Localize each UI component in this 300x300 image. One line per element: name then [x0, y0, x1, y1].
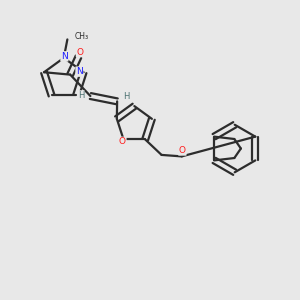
Text: O: O [76, 47, 83, 56]
Text: H: H [78, 91, 84, 100]
Text: O: O [119, 137, 126, 146]
Text: N: N [61, 52, 68, 61]
Text: N: N [76, 67, 83, 76]
Text: O: O [179, 146, 186, 155]
Text: H: H [123, 92, 129, 100]
Text: CH₃: CH₃ [75, 32, 89, 41]
